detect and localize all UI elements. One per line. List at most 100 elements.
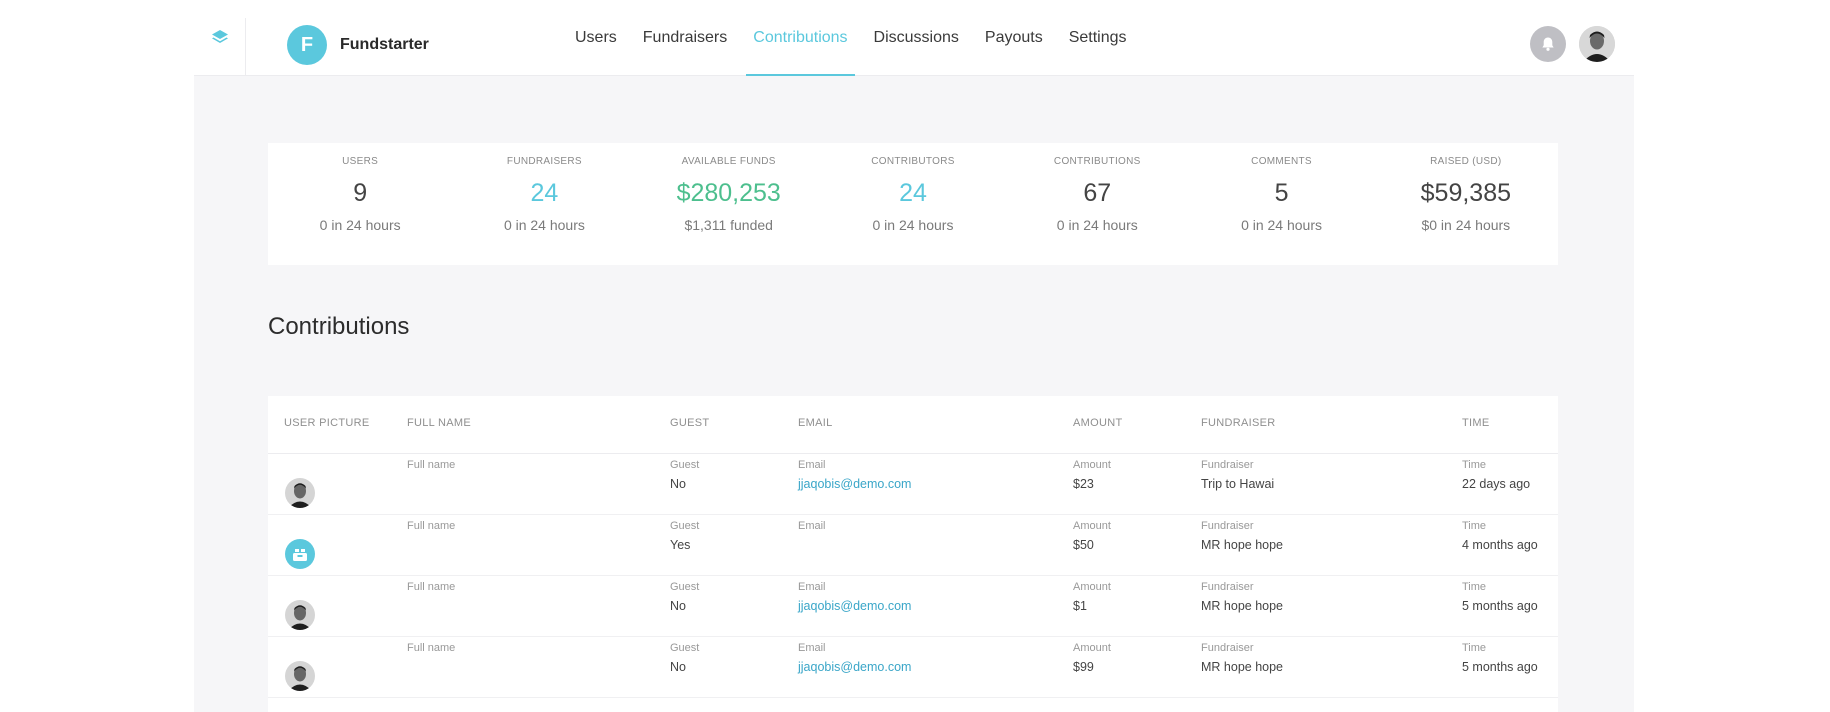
nav-item-payouts[interactable]: Payouts	[984, 29, 1043, 46]
cell-full-name: Full name	[407, 520, 455, 532]
column-header-fundraiser[interactable]: FUNDRAISER	[1201, 417, 1276, 429]
cell-label: Full name	[407, 459, 456, 471]
cell-fundraiser: Fundraiser MR hope hope	[1201, 642, 1283, 674]
notifications-button[interactable]	[1530, 26, 1566, 62]
cell-label: Time	[1462, 642, 1487, 654]
stats-panel: USERS 9 0 in 24 hours FUNDRAISERS 24 0 in 24 …	[268, 143, 1558, 265]
stat-label: RAISED (USD)	[1430, 156, 1502, 167]
stat-subtext: 0 in 24 hours	[319, 217, 401, 233]
table-row[interactable]: Full name Guest No Email jjaqobis@demo.com Am…	[268, 637, 1558, 698]
guest-avatar-icon	[285, 539, 315, 569]
cell-value: 5 months ago	[1462, 599, 1538, 613]
stat-comments: COMMENTS 5 0 in 24 hours	[1189, 143, 1373, 265]
cell-fundraiser: Fundraiser MR hope hope	[1201, 520, 1283, 552]
stat-value: 9	[353, 179, 368, 207]
stat-label: AVAILABLE FUNDS	[681, 156, 776, 167]
table-header: USER PICTURE FULL NAME GUEST EMAIL AMOUNT FUN…	[268, 396, 1558, 454]
column-header-email[interactable]: EMAIL	[798, 417, 833, 429]
brand-name: Fundstarter	[340, 36, 429, 53]
stat-subtext: 0 in 24 hours	[503, 217, 585, 233]
cell-email: Email jjaqobis@demo.com	[798, 642, 911, 674]
email-link[interactable]: jjaqobis@demo.com	[798, 477, 912, 491]
cell-value: $50	[1073, 538, 1094, 552]
cell-label: Fundraiser	[1201, 642, 1254, 654]
stat-contributions: CONTRIBUTIONS 67 0 in 24 hours	[1005, 143, 1189, 265]
nav-item-fundraisers[interactable]: Fundraisers	[642, 29, 728, 46]
stat-value: 5	[1274, 179, 1289, 207]
cell-value: $1	[1073, 599, 1087, 613]
brand[interactable]: F Fundstarter	[287, 25, 429, 65]
stat-users: USERS 9 0 in 24 hours	[268, 143, 452, 265]
cell-fundraiser: Fundraiser Trip to Hawai	[1201, 459, 1274, 491]
cell-guest: Guest No	[670, 459, 699, 491]
cell-label: Email	[798, 459, 826, 471]
nav-item-settings[interactable]: Settings	[1068, 29, 1127, 46]
cell-label: Full name	[407, 520, 456, 532]
cell-value: 4 months ago	[1462, 538, 1538, 552]
cell-label: Time	[1462, 520, 1487, 532]
cell-full-name: Full name	[407, 581, 455, 593]
cell-email: Email jjaqobis@demo.com	[798, 581, 911, 613]
cell-label: Fundraiser	[1201, 459, 1254, 471]
cell-value: $23	[1073, 477, 1094, 491]
email-link[interactable]: jjaqobis@demo.com	[798, 660, 912, 674]
cell-time: Time 5 months ago	[1462, 581, 1538, 613]
page-title: Contributions	[268, 313, 410, 340]
cell-label: Time	[1462, 459, 1487, 471]
cell-label: Email	[798, 520, 826, 532]
user-avatar-icon	[285, 478, 315, 508]
cell-email: Email	[798, 520, 826, 532]
stat-label: CONTRIBUTIONS	[1053, 156, 1141, 167]
nav-item-users[interactable]: Users	[575, 29, 617, 46]
nav-item-contributions[interactable]: Contributions	[740, 0, 860, 76]
brand-badge: F	[287, 25, 327, 65]
table-row[interactable]: Full name Guest No Email jjaqobis@demo.com Am…	[268, 576, 1558, 637]
cell-value: No	[670, 599, 686, 613]
cell-value: MR hope hope	[1201, 599, 1284, 613]
cell-label: Amount	[1073, 642, 1111, 654]
app-shell: F Fundstarter Users Fundraisers Contributi…	[194, 0, 1634, 712]
cell-guest: Guest Yes	[670, 520, 699, 552]
email-link[interactable]: jjaqobis@demo.com	[798, 599, 912, 613]
cell-value: No	[670, 477, 686, 491]
cell-fundraiser: Fundraiser MR hope hope	[1201, 581, 1283, 613]
table-row[interactable]: Full name Guest Yes Email Amount $50 Fundraise…	[268, 515, 1558, 576]
stat-subtext: 0 in 24 hours	[1056, 217, 1138, 233]
cell-full-name: Full name	[407, 642, 455, 654]
cell-label: Email	[798, 642, 826, 654]
stat-label: CONTRIBUTORS	[871, 156, 955, 167]
stat-fundraisers: FUNDRAISERS 24 0 in 24 hours	[452, 143, 636, 265]
cell-label: Guest	[670, 581, 700, 593]
stat-subtext: 0 in 24 hours	[1241, 217, 1323, 233]
cell-time: Time 22 days ago	[1462, 459, 1530, 491]
layers-icon	[211, 30, 228, 43]
column-header-user-picture[interactable]: USER PICTURE	[284, 417, 370, 429]
stat-value: $280,253	[676, 179, 781, 207]
stat-label: USERS	[342, 156, 379, 167]
column-header-full-name[interactable]: FULL NAME	[407, 417, 472, 429]
cell-label: Time	[1462, 581, 1487, 593]
column-header-guest[interactable]: GUEST	[670, 417, 710, 429]
cell-amount: Amount $50	[1073, 520, 1111, 552]
column-header-amount[interactable]: AMOUNT	[1073, 417, 1123, 429]
cell-value: 5 months ago	[1462, 660, 1538, 674]
stat-value: 67	[1083, 179, 1112, 207]
nav-item-discussions[interactable]: Discussions	[873, 29, 959, 46]
app-logo[interactable]	[194, 18, 246, 76]
column-header-time[interactable]: TIME	[1462, 417, 1490, 429]
stat-label: COMMENTS	[1251, 156, 1312, 167]
stat-raised-usd: RAISED (USD) $59,385 $0 in 24 hours	[1374, 143, 1558, 265]
cell-label: Amount	[1073, 459, 1111, 471]
contributions-table: USER PICTURE FULL NAME GUEST EMAIL AMOUNT FUN…	[268, 396, 1558, 712]
user-avatar[interactable]	[1579, 26, 1615, 62]
cell-value: No	[670, 660, 686, 674]
user-photo-icon	[1579, 26, 1615, 62]
cell-full-name: Full name	[407, 459, 455, 471]
stat-subtext: $0 in 24 hours	[1421, 217, 1511, 233]
stat-label: FUNDRAISERS	[506, 156, 582, 167]
cell-email: Email jjaqobis@demo.com	[798, 459, 911, 491]
cell-label: Guest	[670, 642, 700, 654]
stat-available-funds: AVAILABLE FUNDS $280,253 $1,311 funded	[637, 143, 821, 265]
table-row[interactable]: Full name Guest No Email jjaqobis@demo.com Am…	[268, 454, 1558, 515]
cell-guest: Guest No	[670, 642, 699, 674]
